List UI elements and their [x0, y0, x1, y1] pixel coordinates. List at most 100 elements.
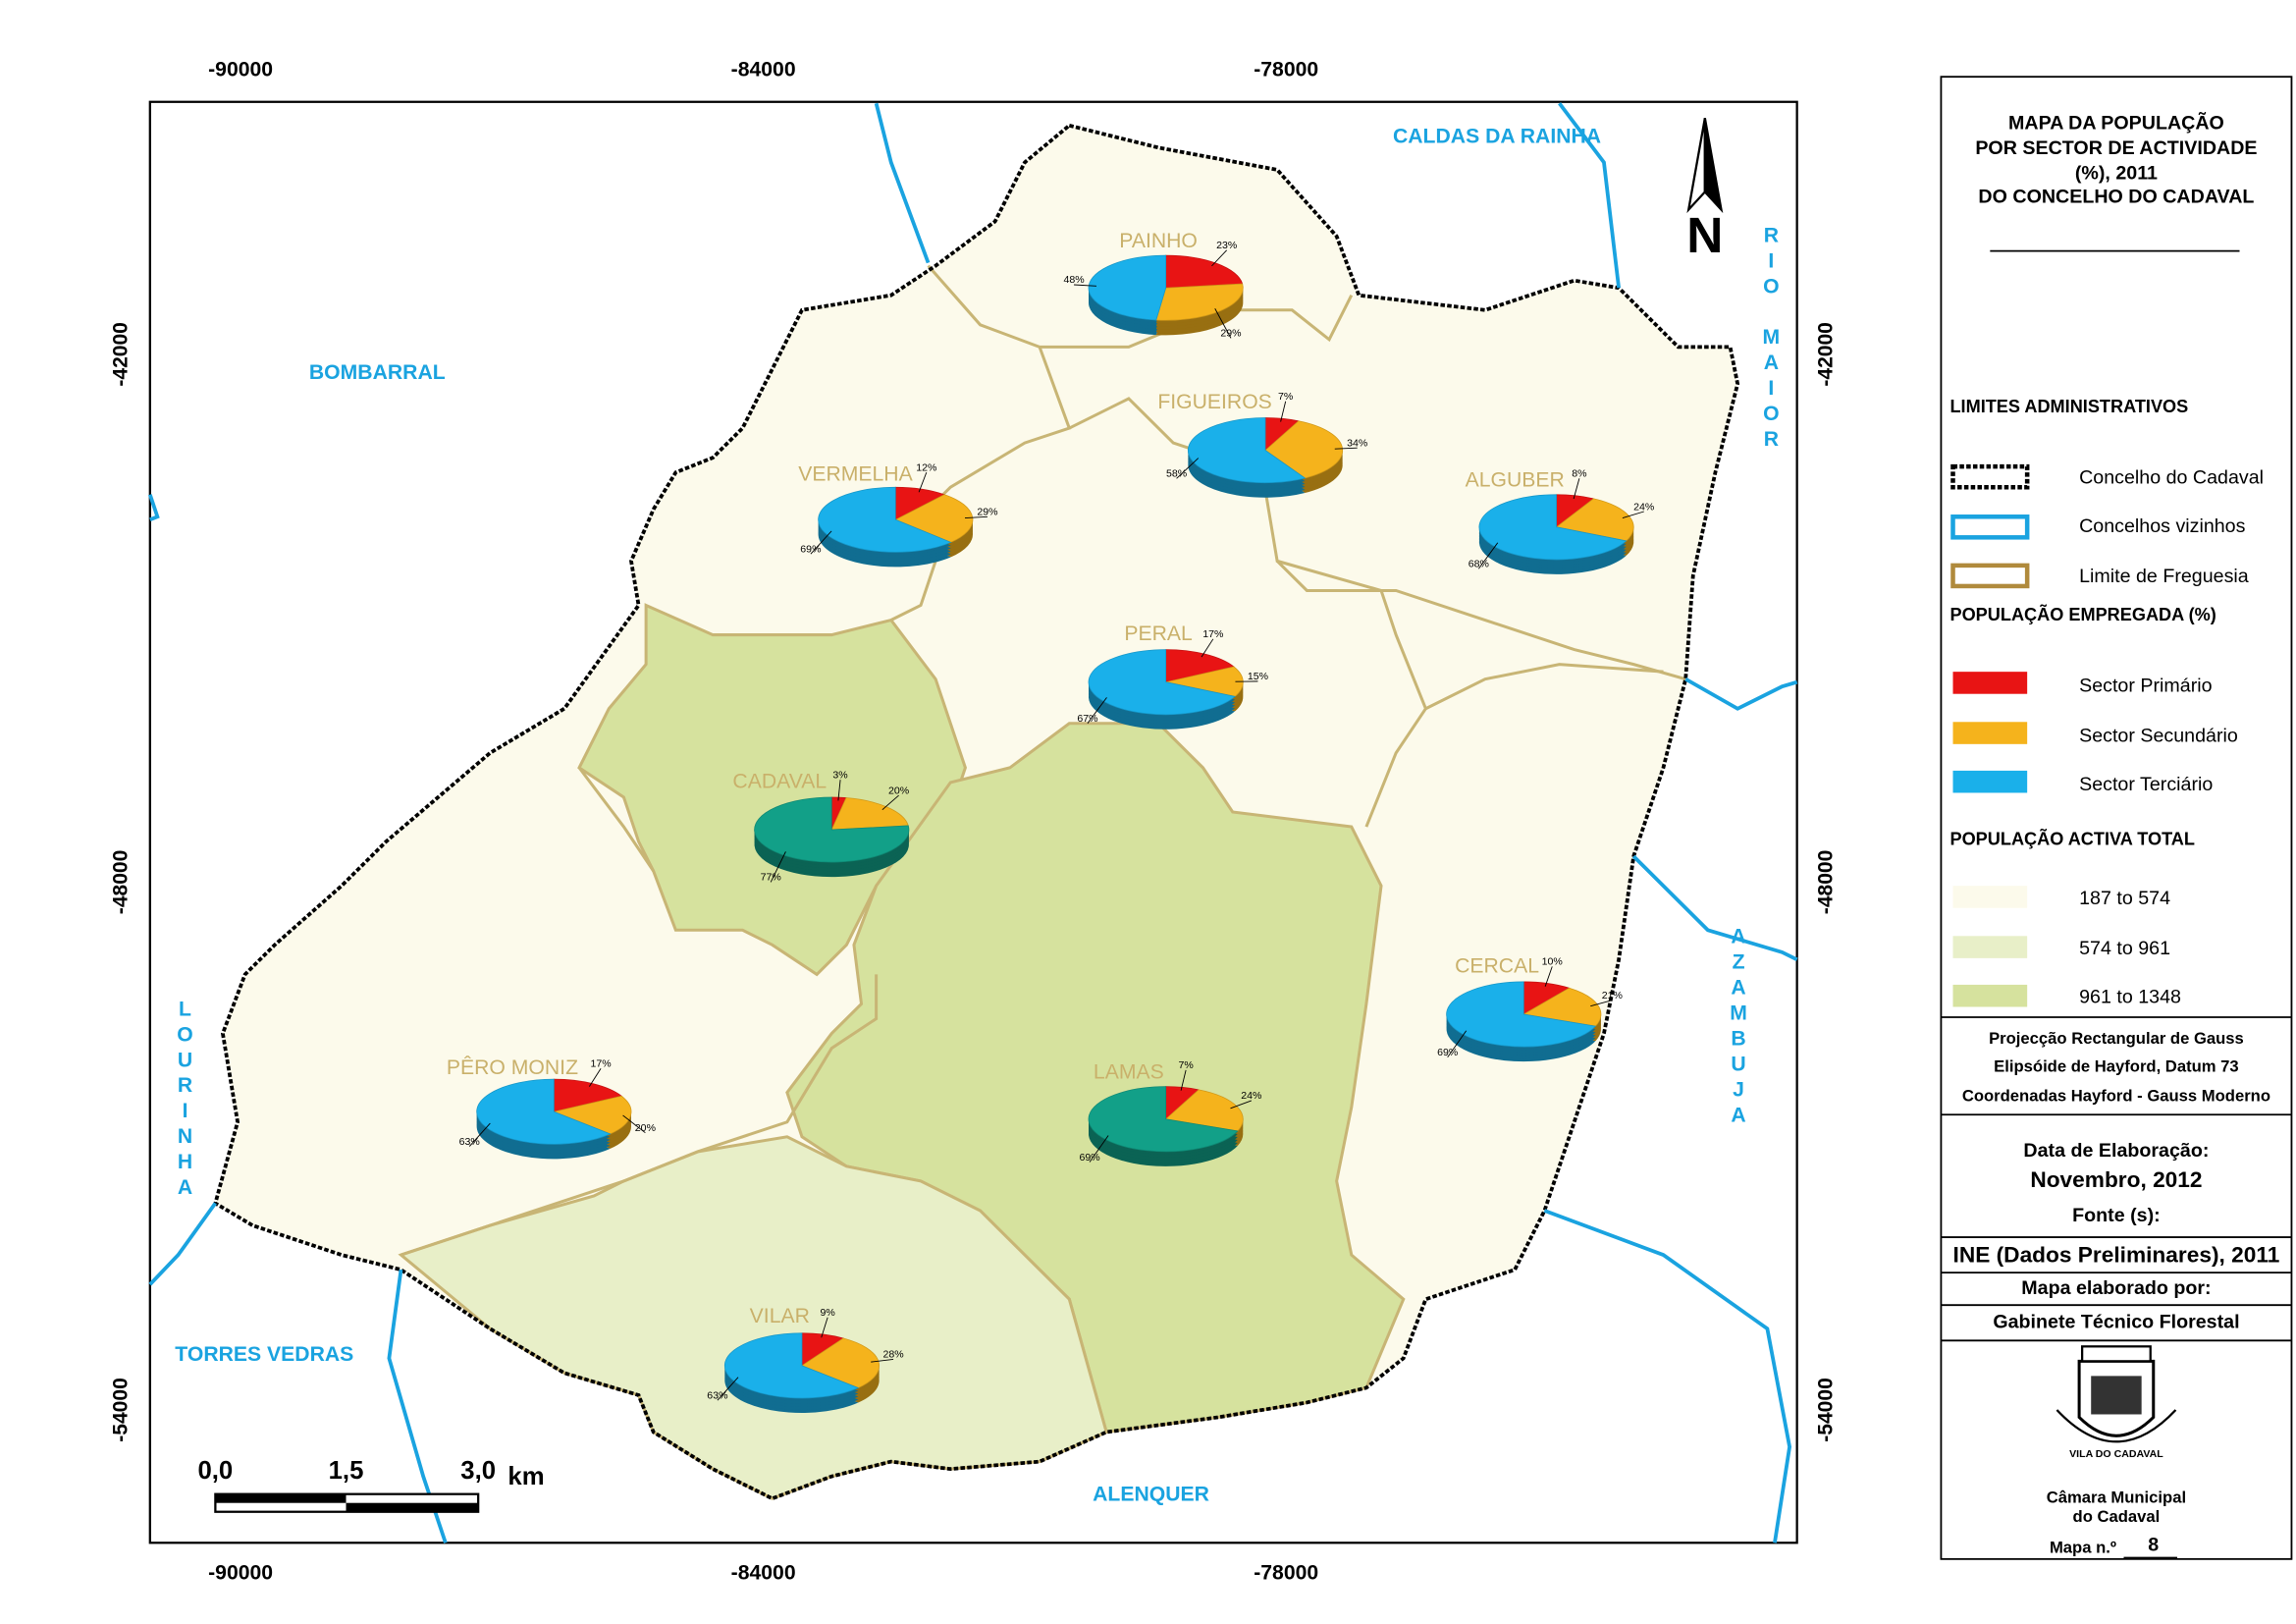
- leader-line: [1590, 1000, 1613, 1007]
- legend-title: POR SECTOR DE ACTIVIDADE: [1975, 137, 2257, 159]
- pie-percent: 67%: [1077, 713, 1097, 725]
- pie-percent: 21%: [1602, 990, 1623, 1001]
- pie-slice: [723, 1332, 860, 1399]
- pie-slice: [1522, 987, 1602, 1027]
- legend-label: 961 to 1348: [2079, 987, 2181, 1008]
- pie-percent: 23%: [1216, 240, 1237, 251]
- leader-line: [770, 851, 786, 883]
- parish-boundary: [577, 766, 655, 872]
- leader-line: [1074, 284, 1097, 287]
- date-label: Data de Elaboração:: [2023, 1140, 2209, 1162]
- pie-slice: [1164, 1089, 1244, 1132]
- scale-label: 0,0: [198, 1457, 234, 1485]
- pie-percent: 69%: [1079, 1152, 1099, 1164]
- legend-label: Sector Primário: [2079, 675, 2213, 696]
- parish-boundary: [400, 974, 879, 1257]
- legend-title: MAPA DA POPULAÇÃO: [2008, 112, 2224, 135]
- pie-percent: 24%: [1633, 501, 1654, 513]
- parish-name: CADAVAL: [732, 771, 827, 793]
- parish-name: LAMAS: [1094, 1061, 1164, 1084]
- legend-label: Limite de Freguesia: [2079, 566, 2249, 587]
- parish-name: VILAR: [750, 1305, 810, 1327]
- leader-line: [881, 794, 899, 811]
- projection-text: Coordenadas Hayford - Gauss Moderno: [1962, 1087, 2270, 1106]
- source-value: INE (Dados Preliminares), 2011: [1953, 1243, 2280, 1268]
- legend-label: 574 to 961: [2079, 938, 2170, 959]
- y-coord-label: -48000: [110, 850, 133, 915]
- legend-swatch: [1952, 886, 2028, 908]
- y-coord-label: -54000: [1814, 1378, 1837, 1442]
- parish-name: FIGUEIROS: [1157, 391, 1271, 413]
- parish-name: PERAL: [1124, 623, 1193, 645]
- legend-heading: POPULAÇÃO ACTIVA TOTAL: [1949, 828, 2195, 848]
- pie-percent: 10%: [1542, 956, 1563, 968]
- x-coord-label: -84000: [731, 59, 796, 81]
- pie-percent: 69%: [800, 544, 821, 556]
- pie-slice: [476, 1078, 612, 1145]
- pie-percent: 9%: [821, 1307, 835, 1319]
- parish-name: CERCAL: [1455, 954, 1539, 977]
- leader-line: [1180, 1069, 1187, 1091]
- pie-slice: [553, 1078, 623, 1112]
- pie-percent: 29%: [977, 507, 997, 518]
- legend-panel: MAPA DA POPULAÇÃO POR SECTOR DE ACTIVIDA…: [1940, 76, 2293, 1560]
- pie-slice: [1478, 494, 1628, 561]
- pie-percent: 17%: [590, 1058, 611, 1070]
- leader-line: [918, 471, 928, 493]
- legend-swatch: [1952, 672, 2028, 694]
- neighbor-boundary: [874, 102, 931, 264]
- leader-line: [837, 780, 841, 801]
- legend-heading: LIMITES ADMINISTRATIVOS: [1949, 397, 2188, 416]
- pie-slice: [1165, 254, 1244, 289]
- leader-line: [1334, 447, 1358, 450]
- x-coord-label: -90000: [208, 1561, 273, 1584]
- leader-line: [1087, 697, 1107, 724]
- pie-slice: [1155, 283, 1244, 321]
- neighbor-name: LOURINHA: [174, 998, 196, 1201]
- legend-swatch: [1950, 463, 2030, 490]
- pie-percent: 7%: [1178, 1059, 1193, 1071]
- leader-line: [1230, 1100, 1253, 1110]
- scale-label: 1,5: [329, 1457, 364, 1485]
- leader-line: [1089, 1135, 1109, 1163]
- leader-line: [468, 1122, 491, 1147]
- date-value: Novembro, 2012: [2030, 1167, 2202, 1192]
- neighbor-boundary: [1558, 102, 1621, 289]
- north-arrow-half: [1703, 118, 1724, 214]
- y-coord-label: -54000: [110, 1378, 133, 1442]
- parish-name: PAINHO: [1119, 230, 1198, 252]
- pie-percent: 48%: [1063, 274, 1084, 286]
- parish-pie: 8% 24% 68%: [1468, 468, 1654, 574]
- parish-area: [577, 603, 968, 977]
- source-label: Fonte (s):: [2072, 1205, 2161, 1226]
- pie-percent: 15%: [1248, 671, 1268, 682]
- leader-line: [964, 515, 988, 519]
- y-coord-label: -48000: [1814, 850, 1837, 915]
- neighbor-name: CALDAS DA RAINHA: [1393, 125, 1601, 147]
- pie-slice: [1088, 649, 1236, 716]
- parish-pie: 7% 34% 58%: [1166, 391, 1367, 498]
- legend-swatch: [1952, 936, 2028, 958]
- legend-swatch: [1952, 984, 2028, 1007]
- x-coord-label: -90000: [208, 59, 273, 81]
- scale-segment: [346, 1502, 479, 1512]
- pie-slice: [1165, 649, 1235, 683]
- neighbor-boundary: [148, 494, 160, 522]
- pie-slice: [553, 1095, 632, 1135]
- x-coord-label: -84000: [731, 1561, 796, 1584]
- map-labels: -90000 -90000 -84000 -84000 -78000 -78000 -420…: [110, 59, 1838, 1585]
- legend-swatch: [1952, 722, 2028, 744]
- scale-label: 3,0: [460, 1457, 496, 1485]
- pie-slice: [801, 1337, 881, 1388]
- crest-text: VILA DO CADAVAL: [2069, 1448, 2163, 1460]
- leader-line: [717, 1377, 739, 1401]
- parish-pie: 23% 29% 48%: [1063, 240, 1244, 340]
- legend-swatch: [1952, 770, 2028, 793]
- leader-line: [1622, 511, 1644, 519]
- pie-slice: [1555, 498, 1634, 542]
- leader-line: [588, 1067, 602, 1087]
- pie-percent: 3%: [832, 769, 847, 781]
- parish-pie: 17% 20% 63%: [459, 1058, 656, 1160]
- legend-border: [1940, 76, 2293, 1560]
